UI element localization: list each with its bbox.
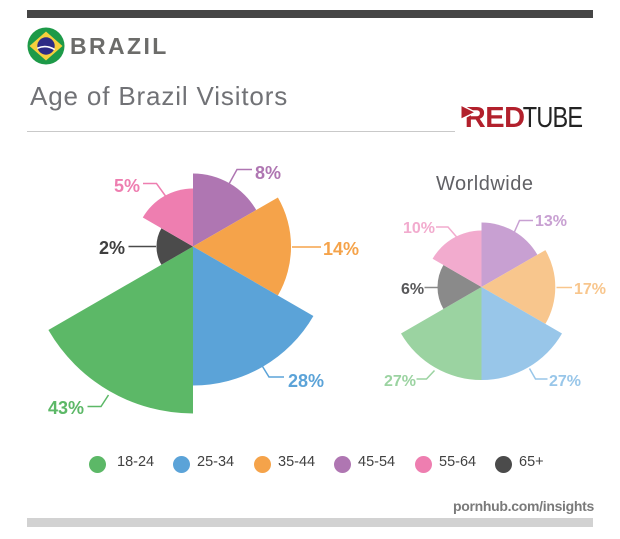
svg-text:TUBE: TUBE (523, 101, 583, 134)
svg-text:RED: RED (465, 102, 525, 134)
